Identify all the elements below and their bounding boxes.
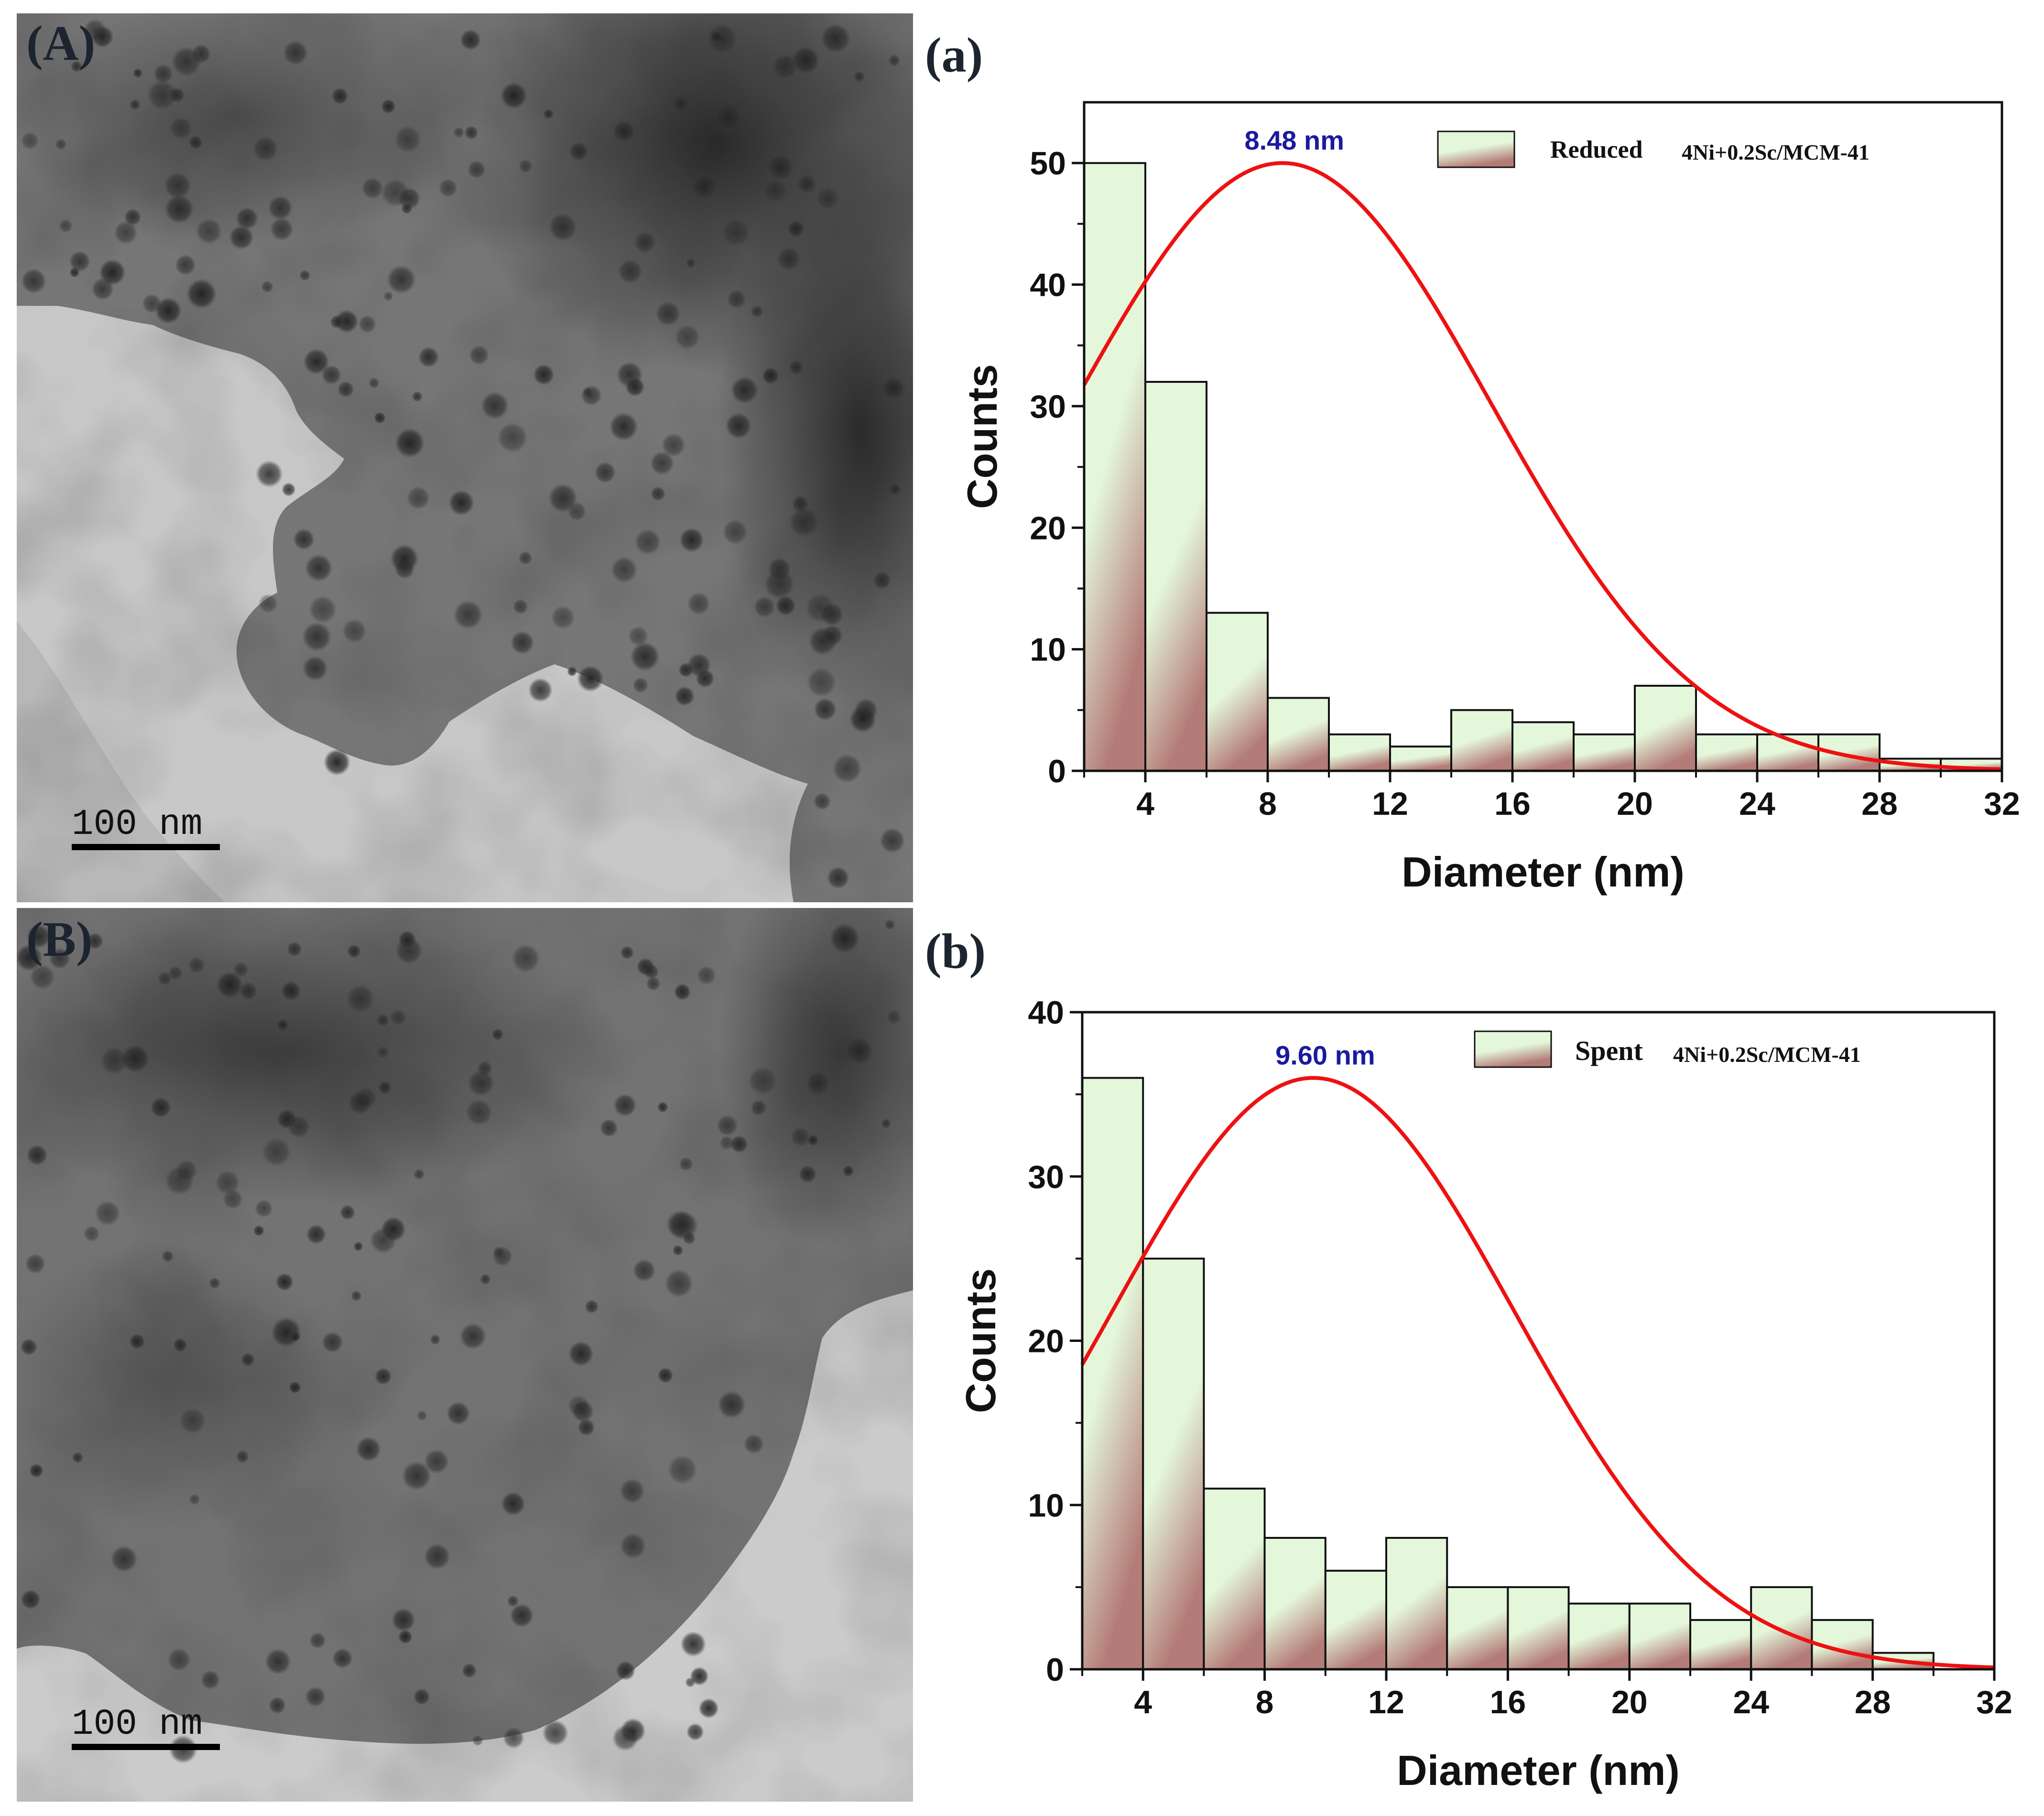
histogram-a-x-axis-label: Diameter (nm) <box>1402 848 1685 896</box>
x-tick-label: 32 <box>1984 786 2020 822</box>
histogram-bar <box>1446 1586 1509 1670</box>
histogram-bar <box>1689 1619 1752 1670</box>
y-tick-label: 0 <box>1046 1652 1064 1688</box>
x-tick-label: 16 <box>1494 786 1531 822</box>
x-tick-label: 12 <box>1368 1684 1404 1720</box>
grain-layer <box>17 13 913 902</box>
histogram-bar <box>1817 733 1881 772</box>
histogram-b-legend-sample: Spent <box>1575 1035 1643 1066</box>
y-tick-label: 30 <box>1030 389 1066 425</box>
x-tick-label: 28 <box>1855 1684 1891 1720</box>
micrograph-b-label: (B) <box>26 912 93 967</box>
histogram-bar <box>1567 1602 1631 1670</box>
tem-micrograph-a <box>17 13 913 902</box>
y-tick-label: 30 <box>1028 1159 1064 1195</box>
y-tick-label: 10 <box>1030 632 1066 668</box>
histogram-bar <box>1203 1487 1266 1670</box>
x-tick-label: 8 <box>1259 786 1277 822</box>
histogram-bar <box>1083 162 1146 772</box>
histogram-bar <box>1750 1586 1813 1670</box>
x-tick-label: 4 <box>1136 786 1154 822</box>
y-tick-label: 20 <box>1028 1323 1064 1360</box>
y-tick-label: 0 <box>1048 753 1066 789</box>
histogram-b-x-axis-label: Diameter (nm) <box>1397 1747 1680 1794</box>
chart-a-panel-label: (a) <box>925 28 983 83</box>
histogram-b-y-axis-label: Counts <box>957 1268 1004 1413</box>
histogram-a: (a) 0 10 20 30 40 50 4 8 12 16 20 24 28 32 Counts Di… <box>925 28 2020 896</box>
histogram-bar <box>1634 684 1697 772</box>
histogram-b-legend-material: 4Ni+0.2Sc/MCM-41 <box>1673 1042 1861 1067</box>
chart-b-panel-label: (b) <box>925 924 986 979</box>
histogram-bar <box>1573 733 1636 772</box>
histogram-bar <box>1144 381 1207 772</box>
x-tick-label: 4 <box>1134 1684 1152 1720</box>
grain-layer <box>17 908 913 1802</box>
scale-bar-b-label: 100 nm <box>72 1704 203 1745</box>
histogram-b-bars <box>1081 1077 1935 1670</box>
histogram-a-y-ticks: 0 10 20 30 40 50 <box>1030 145 1084 789</box>
histogram-a-peak-label: 8.48 nm <box>1244 125 1344 155</box>
histogram-bar <box>1142 1257 1205 1670</box>
histogram-a-legend-material: 4Ni+0.2Sc/MCM-41 <box>1682 140 1870 164</box>
histogram-b-y-ticks: 0 10 20 30 40 <box>1028 994 1082 1688</box>
tem-micrograph-b <box>17 908 913 1802</box>
y-tick-label: 40 <box>1030 267 1066 303</box>
y-tick-label: 20 <box>1030 510 1066 546</box>
x-tick-label: 24 <box>1739 786 1775 822</box>
histogram-bar <box>1206 612 1269 772</box>
scale-bar-a-label: 100 nm <box>72 804 203 845</box>
scale-bar-a <box>72 844 220 850</box>
histogram-bar <box>1324 1569 1388 1670</box>
x-tick-label: 16 <box>1490 1684 1526 1720</box>
histogram-bar <box>1328 733 1391 772</box>
x-tick-label: 20 <box>1617 786 1653 822</box>
x-tick-label: 8 <box>1256 1684 1274 1720</box>
histogram-a-x-ticks: 4 8 12 16 20 24 28 32 <box>1083 771 2020 822</box>
y-tick-label: 10 <box>1028 1487 1064 1524</box>
histogram-bar <box>1507 1586 1570 1670</box>
histogram-b: (b) 0 10 20 30 40 4 8 12 16 20 24 28 32 Counts Diam… <box>925 924 2012 1794</box>
histogram-a-plot-frame <box>1083 101 2003 772</box>
y-tick-label: 40 <box>1028 994 1064 1031</box>
histogram-a-fit-curve <box>1082 161 2002 771</box>
x-tick-label: 28 <box>1861 786 1898 822</box>
micrograph-a-label: (A) <box>26 16 95 71</box>
histogram-bar <box>1695 733 1758 772</box>
histogram-b-legend-swatch <box>1474 1030 1552 1068</box>
histogram-bar <box>1628 1602 1692 1670</box>
histogram-b-fit-curve <box>1080 1076 1995 1670</box>
histogram-bar <box>1511 721 1575 772</box>
histogram-b-x-ticks: 4 8 12 16 20 24 28 32 <box>1081 1669 2012 1720</box>
y-tick-label: 50 <box>1030 145 1066 182</box>
x-tick-label: 24 <box>1733 1684 1769 1720</box>
histogram-bar <box>1450 709 1513 772</box>
x-tick-label: 12 <box>1372 786 1408 822</box>
scale-bar-b <box>72 1744 220 1750</box>
histogram-bar <box>1267 697 1330 772</box>
histogram-bar <box>1389 746 1452 772</box>
histogram-bar <box>1081 1077 1144 1670</box>
histogram-bar <box>1385 1537 1448 1670</box>
histogram-a-bars <box>1083 162 2003 772</box>
histogram-a-legend-swatch <box>1437 130 1515 168</box>
histogram-b-peak-label: 9.60 nm <box>1275 1040 1375 1070</box>
histogram-bar <box>1263 1537 1326 1670</box>
histogram-a-legend-sample: Reduced <box>1550 136 1643 163</box>
x-tick-label: 20 <box>1611 1684 1648 1720</box>
histogram-a-y-axis-label: Counts <box>958 364 1006 509</box>
x-tick-label: 32 <box>1976 1684 2012 1720</box>
